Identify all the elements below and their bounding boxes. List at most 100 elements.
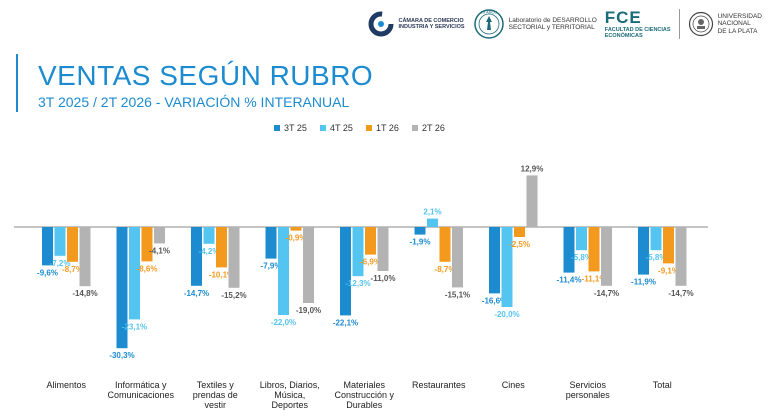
bar xyxy=(191,227,202,286)
data-label: -2,5% xyxy=(509,240,530,249)
unlp-seal-icon xyxy=(688,11,713,37)
unlp-logo: UNIVERSIDAD NACIONAL DE LA PLATA xyxy=(688,11,762,37)
data-label: -4,2% xyxy=(199,247,220,256)
data-label: -14,7% xyxy=(184,289,209,298)
data-label: -30,3% xyxy=(109,351,134,360)
bar xyxy=(365,227,376,255)
bar xyxy=(352,227,364,277)
category-label: Total xyxy=(653,380,672,390)
bar xyxy=(278,227,289,315)
camara-text: CÁMARA DE COMERCIO INDUSTRIA Y SERVICIOS xyxy=(398,17,465,31)
data-label: -12,3% xyxy=(345,279,370,288)
data-label: -22,0% xyxy=(271,318,296,327)
legend-swatch xyxy=(320,125,326,131)
category-label: Informática y xyxy=(115,380,167,390)
bar xyxy=(216,227,227,268)
facultad-text: FACULTAD DE CIENCIAS ECONÓMICAS xyxy=(604,26,671,40)
data-label: -8,7% xyxy=(435,265,456,274)
data-label: -6,9% xyxy=(360,258,381,267)
bar xyxy=(576,227,587,251)
bar xyxy=(675,227,687,286)
fce-logo: FCE FACULTAD DE CIENCIAS ECONÓMICAS xyxy=(605,9,671,40)
bar xyxy=(129,227,140,320)
bar xyxy=(154,227,165,244)
data-label: 2,1% xyxy=(423,208,441,217)
header-logos: CÁMARA DE COMERCIO INDUSTRIA Y SERVICIOS… xyxy=(368,4,762,44)
category-label: Restaurantes xyxy=(412,380,466,390)
data-label: -11,0% xyxy=(371,274,396,283)
bar xyxy=(439,227,451,262)
bar xyxy=(489,227,500,294)
bar xyxy=(116,227,128,349)
bar xyxy=(638,227,649,275)
fce-mark: FCE xyxy=(604,7,642,27)
bar xyxy=(663,227,674,264)
category-label: Textiles y xyxy=(197,380,235,390)
data-label: -11,4% xyxy=(557,276,582,285)
legend-swatch xyxy=(274,125,280,131)
data-label: -9,6% xyxy=(37,268,58,277)
data-label: -7,2% xyxy=(50,259,71,268)
bar xyxy=(588,227,600,272)
chart-subtitle: 3T 2025 / 2T 2026 - VARIACIÓN % INTERANU… xyxy=(38,94,350,110)
laboratorio-text: Laboratorio de DESARROLLO SECTORIAL y TE… xyxy=(508,16,597,32)
data-label: -20,0% xyxy=(494,310,519,319)
category-label: Cines xyxy=(502,380,526,390)
bar xyxy=(265,227,277,259)
unlp-text: UNIVERSIDAD NACIONAL DE LA PLATA xyxy=(717,12,762,35)
bar xyxy=(452,227,463,288)
bar xyxy=(427,218,438,227)
data-label: -16,6% xyxy=(482,296,507,305)
category-label: Construcción y xyxy=(334,390,394,400)
camara-logo: CÁMARA DE COMERCIO INDUSTRIA Y SERVICIOS xyxy=(368,11,465,37)
data-label: 12,9% xyxy=(521,164,544,173)
category-label: Servicios xyxy=(569,380,606,390)
data-label: -8,7% xyxy=(62,265,83,274)
bar xyxy=(514,227,525,237)
data-label: -23,1% xyxy=(122,322,147,331)
data-label: -19,0% xyxy=(296,306,321,315)
data-label: -5,8% xyxy=(646,253,667,262)
laboratorio-logo: 10 AÑOS Laboratorio de DESARROLLO SECTOR… xyxy=(473,8,597,40)
bar xyxy=(290,227,302,231)
legend-swatch xyxy=(366,125,372,131)
bar xyxy=(42,227,53,266)
data-label: -4,1% xyxy=(149,246,170,255)
data-label: -14,8% xyxy=(72,289,97,298)
bar xyxy=(377,227,389,271)
data-label: -11,9% xyxy=(631,278,656,287)
bar xyxy=(303,227,314,303)
category-label: personales xyxy=(566,390,611,400)
anos-label: 10 AÑOS xyxy=(480,10,497,15)
title-accent-bar xyxy=(16,54,18,112)
data-label: -9,1% xyxy=(658,266,679,275)
data-label: -15,1% xyxy=(445,290,470,299)
data-label: -14,7% xyxy=(668,289,693,298)
category-label: Música, xyxy=(274,390,305,400)
category-label: Comunicaciones xyxy=(107,390,174,400)
category-label: prendas de xyxy=(193,390,238,400)
bar xyxy=(340,227,351,316)
category-label: Durables xyxy=(346,400,383,410)
bar xyxy=(67,227,78,262)
bar xyxy=(414,227,426,235)
category-label: Libros, Diarios, xyxy=(260,380,320,390)
bar xyxy=(79,227,91,287)
data-label: -10,1% xyxy=(209,270,234,279)
laboratorio-seal-icon: 10 AÑOS xyxy=(473,9,504,39)
category-label: Alimentos xyxy=(46,380,86,390)
data-label: -0,9% xyxy=(286,234,307,243)
bar xyxy=(228,227,240,288)
category-label: vestir xyxy=(204,400,226,410)
data-label: -15,2% xyxy=(221,291,246,300)
data-label: -22,1% xyxy=(333,318,358,327)
data-label: -11,1% xyxy=(582,274,607,283)
camara-icon xyxy=(368,11,394,37)
bar xyxy=(650,227,662,251)
legend-label: 2T 26 xyxy=(422,123,445,133)
data-label: -7,9% xyxy=(261,262,282,271)
legend-label: 4T 25 xyxy=(330,123,353,133)
data-label: -8,6% xyxy=(137,264,158,273)
bar xyxy=(563,227,575,273)
